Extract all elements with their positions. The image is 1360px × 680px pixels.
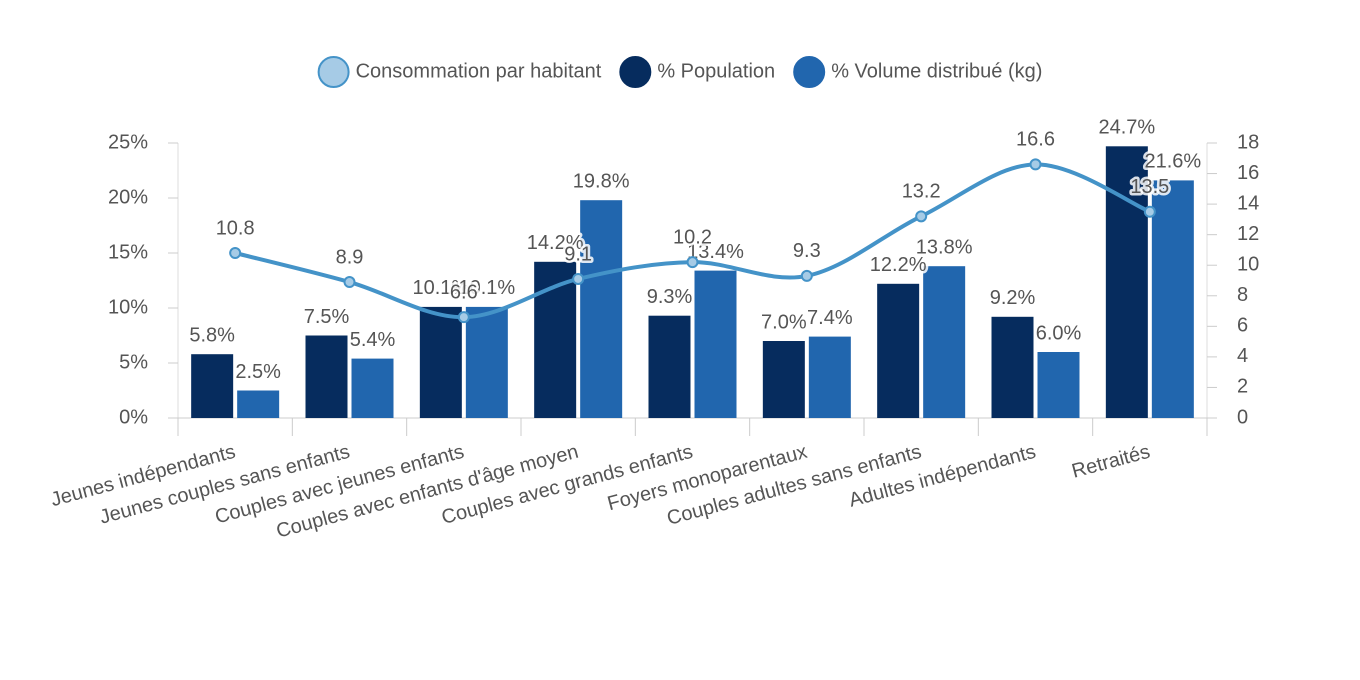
data-label: 7.4% [807, 307, 853, 329]
y2-tick-label: 4 [1237, 345, 1248, 367]
line-point [1029, 158, 1042, 171]
y2-tick-label: 8 [1237, 284, 1248, 306]
bar [351, 358, 394, 418]
data-label: 9.3 [793, 240, 821, 262]
bar [762, 341, 805, 418]
data-label: 13.5 [1130, 176, 1169, 198]
y2-tick-label: 12 [1237, 223, 1259, 245]
bar [808, 336, 851, 418]
data-label: 13.8% [916, 236, 973, 258]
line-point [1143, 205, 1156, 218]
data-label: 10.8 [216, 217, 255, 239]
bar [465, 306, 508, 418]
line-point [800, 269, 813, 282]
line-point [686, 256, 699, 269]
data-label: 10.2 [673, 226, 712, 248]
y2-tick-label: 0 [1237, 406, 1248, 428]
data-label: 19.8% [573, 170, 630, 192]
data-label: 7.0% [761, 311, 807, 333]
data-label: 6.6 [450, 281, 478, 303]
legend-label: % Volume distribué (kg) [831, 60, 1042, 82]
y2-tick-label: 2 [1237, 376, 1248, 398]
bar [648, 315, 691, 418]
y-tick-label: 10% [108, 296, 148, 318]
legend-marker [619, 56, 652, 88]
data-label: 10.1% [458, 277, 515, 299]
data-label: 9.3% [647, 286, 693, 308]
bar [191, 354, 234, 418]
y2-tick-label: 6 [1237, 315, 1248, 337]
bar [419, 306, 462, 418]
data-label: 21.6% [1144, 151, 1201, 173]
y-tick-label: 25% [108, 131, 148, 153]
legend: Consommation par habitant % Population % V… [317, 56, 1042, 88]
bar [305, 335, 348, 418]
data-label: 5.4% [350, 329, 396, 351]
x-tick-label: Retraités [1069, 441, 1152, 483]
line-point [572, 272, 585, 285]
data-label: 6.0% [1036, 322, 1082, 344]
y-tick-label: 5% [119, 351, 148, 373]
bar [991, 316, 1034, 418]
y2-tick-label: 16 [1237, 162, 1259, 184]
data-label: 24.7% [1098, 117, 1155, 139]
line-point [915, 210, 928, 223]
y-tick-label: 0% [119, 406, 148, 428]
line-point [457, 311, 470, 324]
legend-marker [317, 56, 350, 88]
legend-label: % Population [657, 60, 775, 82]
bar [877, 283, 920, 418]
data-label: 8.9 [336, 246, 364, 268]
legend-label: Consommation par habitant [356, 60, 602, 82]
bar [1151, 180, 1194, 418]
bar [580, 200, 623, 418]
legend-marker [793, 56, 826, 88]
y2-tick-label: 18 [1237, 131, 1259, 153]
data-label: 7.5% [304, 306, 350, 328]
line-point [229, 247, 242, 259]
data-label: 2.5% [235, 361, 281, 383]
data-label: 5.8% [189, 324, 235, 346]
y-tick-label: 20% [108, 186, 148, 208]
y-tick-label: 15% [108, 241, 148, 263]
data-label: 13.2 [902, 181, 941, 203]
data-label: 12.2% [870, 254, 927, 276]
y2-tick-label: 14 [1237, 192, 1259, 214]
data-label: 14.2% [527, 232, 584, 254]
bar [694, 270, 737, 418]
y2-tick-label: 10 [1237, 254, 1259, 276]
data-label: 13.4% [687, 241, 744, 263]
bar [923, 266, 966, 418]
data-label: 16.6 [1016, 129, 1055, 151]
bar [237, 390, 280, 418]
line-point [343, 276, 356, 289]
bar [1037, 352, 1080, 418]
data-label: 9.1 [564, 243, 592, 265]
data-label: 10.1% [412, 277, 469, 299]
data-label: 9.2% [990, 287, 1036, 309]
